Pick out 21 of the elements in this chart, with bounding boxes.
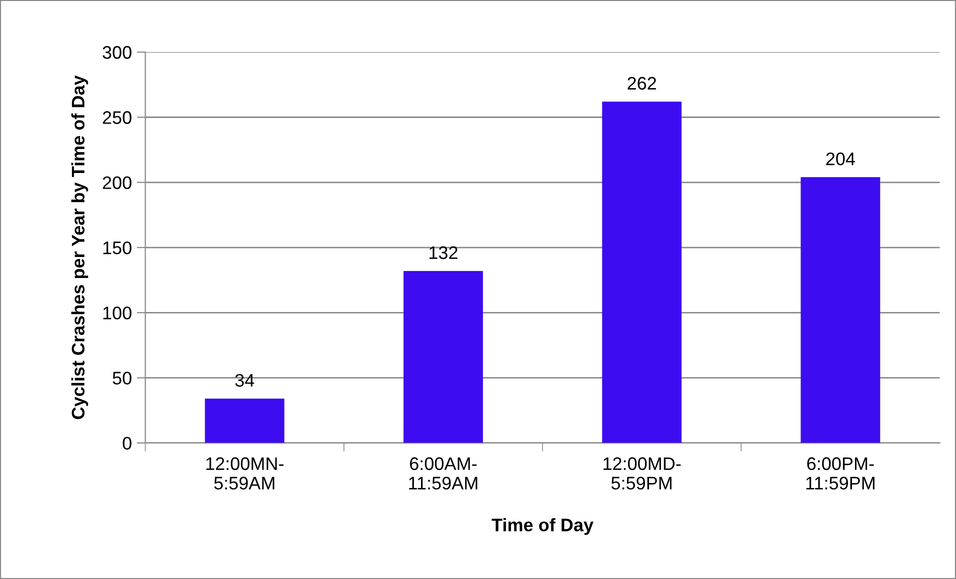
bar <box>800 177 880 443</box>
bar <box>204 398 284 443</box>
x-tick-label: 6:00PM- 11:59PM <box>806 457 874 490</box>
data-label: 132 <box>430 246 458 260</box>
x-axis-title: Time of Day <box>492 518 594 535</box>
y-tick-label: 300 <box>102 46 132 59</box>
bar <box>404 270 483 443</box>
bar <box>602 102 682 443</box>
y-tick-label: 150 <box>103 241 132 254</box>
y-tick-label: 50 <box>112 372 132 385</box>
y-axis-title: Cyclist Crashes per Year by Time of Day <box>71 75 88 420</box>
data-label: 204 <box>826 152 855 166</box>
y-tick-label: 200 <box>102 176 132 190</box>
x-tick-label: 12:00MD- 5:59PM <box>604 457 681 490</box>
data-label: 34 <box>235 374 254 387</box>
x-tick-label: 12:00MN- 5:59AM <box>206 457 284 490</box>
y-tick-label: 250 <box>102 111 132 124</box>
y-tick-label: 0 <box>122 436 132 450</box>
data-label: 262 <box>628 76 656 90</box>
x-tick-label: 6:00AM- 11:59AM <box>409 457 478 490</box>
y-tick-label: 100 <box>103 306 132 320</box>
